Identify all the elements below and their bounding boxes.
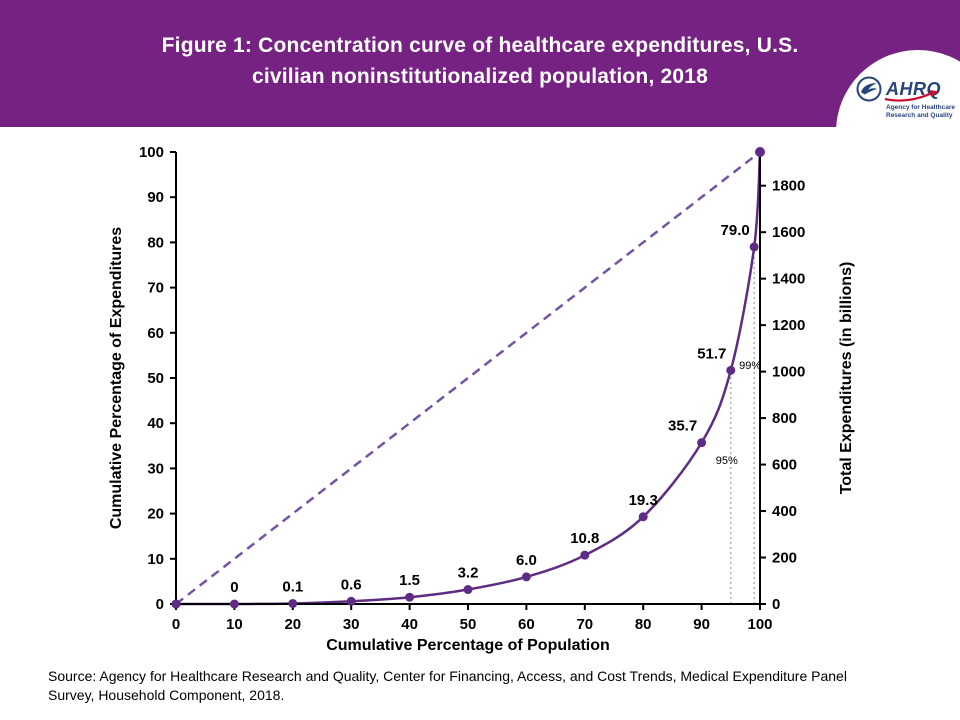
data-point: [288, 599, 298, 609]
y-axis-title-left: Cumulative Percentage of Expenditures: [108, 226, 125, 530]
x-tick-label: 20: [284, 616, 301, 633]
right-tick-label: 600: [772, 457, 797, 474]
ahrq-logo: AHRQ Agency for Healthcare Research and …: [836, 50, 960, 214]
data-label: 10.8: [570, 530, 599, 547]
right-tick-label: 1000: [772, 364, 805, 381]
left-tick-label: 90: [147, 189, 164, 206]
left-tick-label: 30: [147, 460, 164, 477]
data-point: [755, 147, 765, 157]
right-tick-label: 1600: [772, 224, 805, 241]
data-label: 79.0: [721, 222, 750, 239]
left-tick-label: 50: [147, 370, 164, 387]
line-of-equality: [175, 151, 761, 605]
left-tick-label: 20: [147, 506, 164, 523]
data-point: [405, 592, 415, 602]
source-note: Source: Agency for Healthcare Research a…: [48, 668, 847, 703]
left-tick-label: 80: [147, 234, 164, 251]
x-tick-label: 80: [635, 616, 652, 633]
right-tick-label: 400: [772, 503, 797, 520]
hhs-eagle-icon: [856, 76, 882, 102]
data-label: 0: [230, 579, 238, 596]
left-tick-label: 60: [147, 325, 164, 342]
y-axis-title-right: Total Expenditures (in billions): [838, 261, 855, 495]
x-tick-label: 30: [343, 616, 360, 633]
right-tick-label: 1400: [772, 271, 805, 288]
right-tick-label: 800: [772, 410, 797, 427]
percentile-label: 99%: [739, 360, 761, 372]
concentration-chart: 95%99%0 10 20 30 40 50 60 70 80 90 100010203040506…: [139, 144, 805, 633]
data-point: [171, 599, 181, 609]
percentile-label: 95%: [716, 455, 738, 467]
x-tick-label: 100: [747, 616, 772, 633]
ahrq-red-swoosh-icon: [884, 89, 939, 102]
left-tick-label: 100: [139, 144, 164, 161]
data-label: 51.7: [697, 345, 726, 362]
right-tick-label: 1200: [772, 317, 805, 334]
x-tick-label: 70: [576, 616, 593, 633]
x-axis-title: Cumulative Percentage of Population: [326, 637, 610, 654]
data-point: [463, 585, 473, 595]
x-tick-label: 60: [518, 616, 535, 633]
data-point: [580, 550, 590, 560]
data-label: 6.0: [516, 552, 537, 569]
data-label: 0.1: [282, 579, 303, 596]
data-point: [697, 438, 707, 448]
left-tick-label: 40: [147, 415, 164, 432]
left-tick-label: 70: [147, 280, 164, 297]
data-point: [638, 512, 648, 522]
x-tick-label: 10: [226, 616, 243, 633]
ahrq-tagline: Agency for Healthcare Research and Quali…: [886, 104, 955, 119]
data-label: 35.7: [668, 418, 697, 435]
data-label: 1.5: [399, 572, 420, 589]
data-point: [521, 572, 531, 582]
left-tick-label: 10: [147, 551, 164, 568]
ahrq-wordmark: AHRQ: [884, 79, 941, 102]
figure-title-line2: civilian noninstitutionalized population…: [251, 65, 709, 88]
x-tick-label: 90: [693, 616, 710, 633]
right-tick-label: 200: [772, 550, 797, 567]
data-point: [229, 599, 239, 609]
left-tick-label: 0: [156, 596, 164, 613]
data-label: 0.6: [341, 576, 362, 593]
x-tick-label: 50: [460, 616, 477, 633]
title-banner: Figure 1: Concentration curve of healthc…: [0, 0, 960, 127]
axes: [170, 151, 766, 610]
right-tick-label: 0: [772, 596, 780, 613]
data-point: [346, 596, 356, 606]
x-tick-label: 0: [172, 616, 180, 633]
figure-title-line1: Figure 1: Concentration curve of healthc…: [161, 34, 799, 57]
figure-title: Figure 1: Concentration curve of healthc…: [0, 0, 960, 92]
data-point: [749, 242, 759, 252]
data-point: [726, 365, 736, 375]
x-tick-label: 40: [401, 616, 418, 633]
ahrq-logo-content: AHRQ Agency for Healthcare Research and …: [856, 76, 960, 120]
right-tick-label: 1800: [772, 178, 805, 195]
data-label: 3.2: [458, 565, 479, 582]
data-label: 19.3: [629, 492, 658, 509]
